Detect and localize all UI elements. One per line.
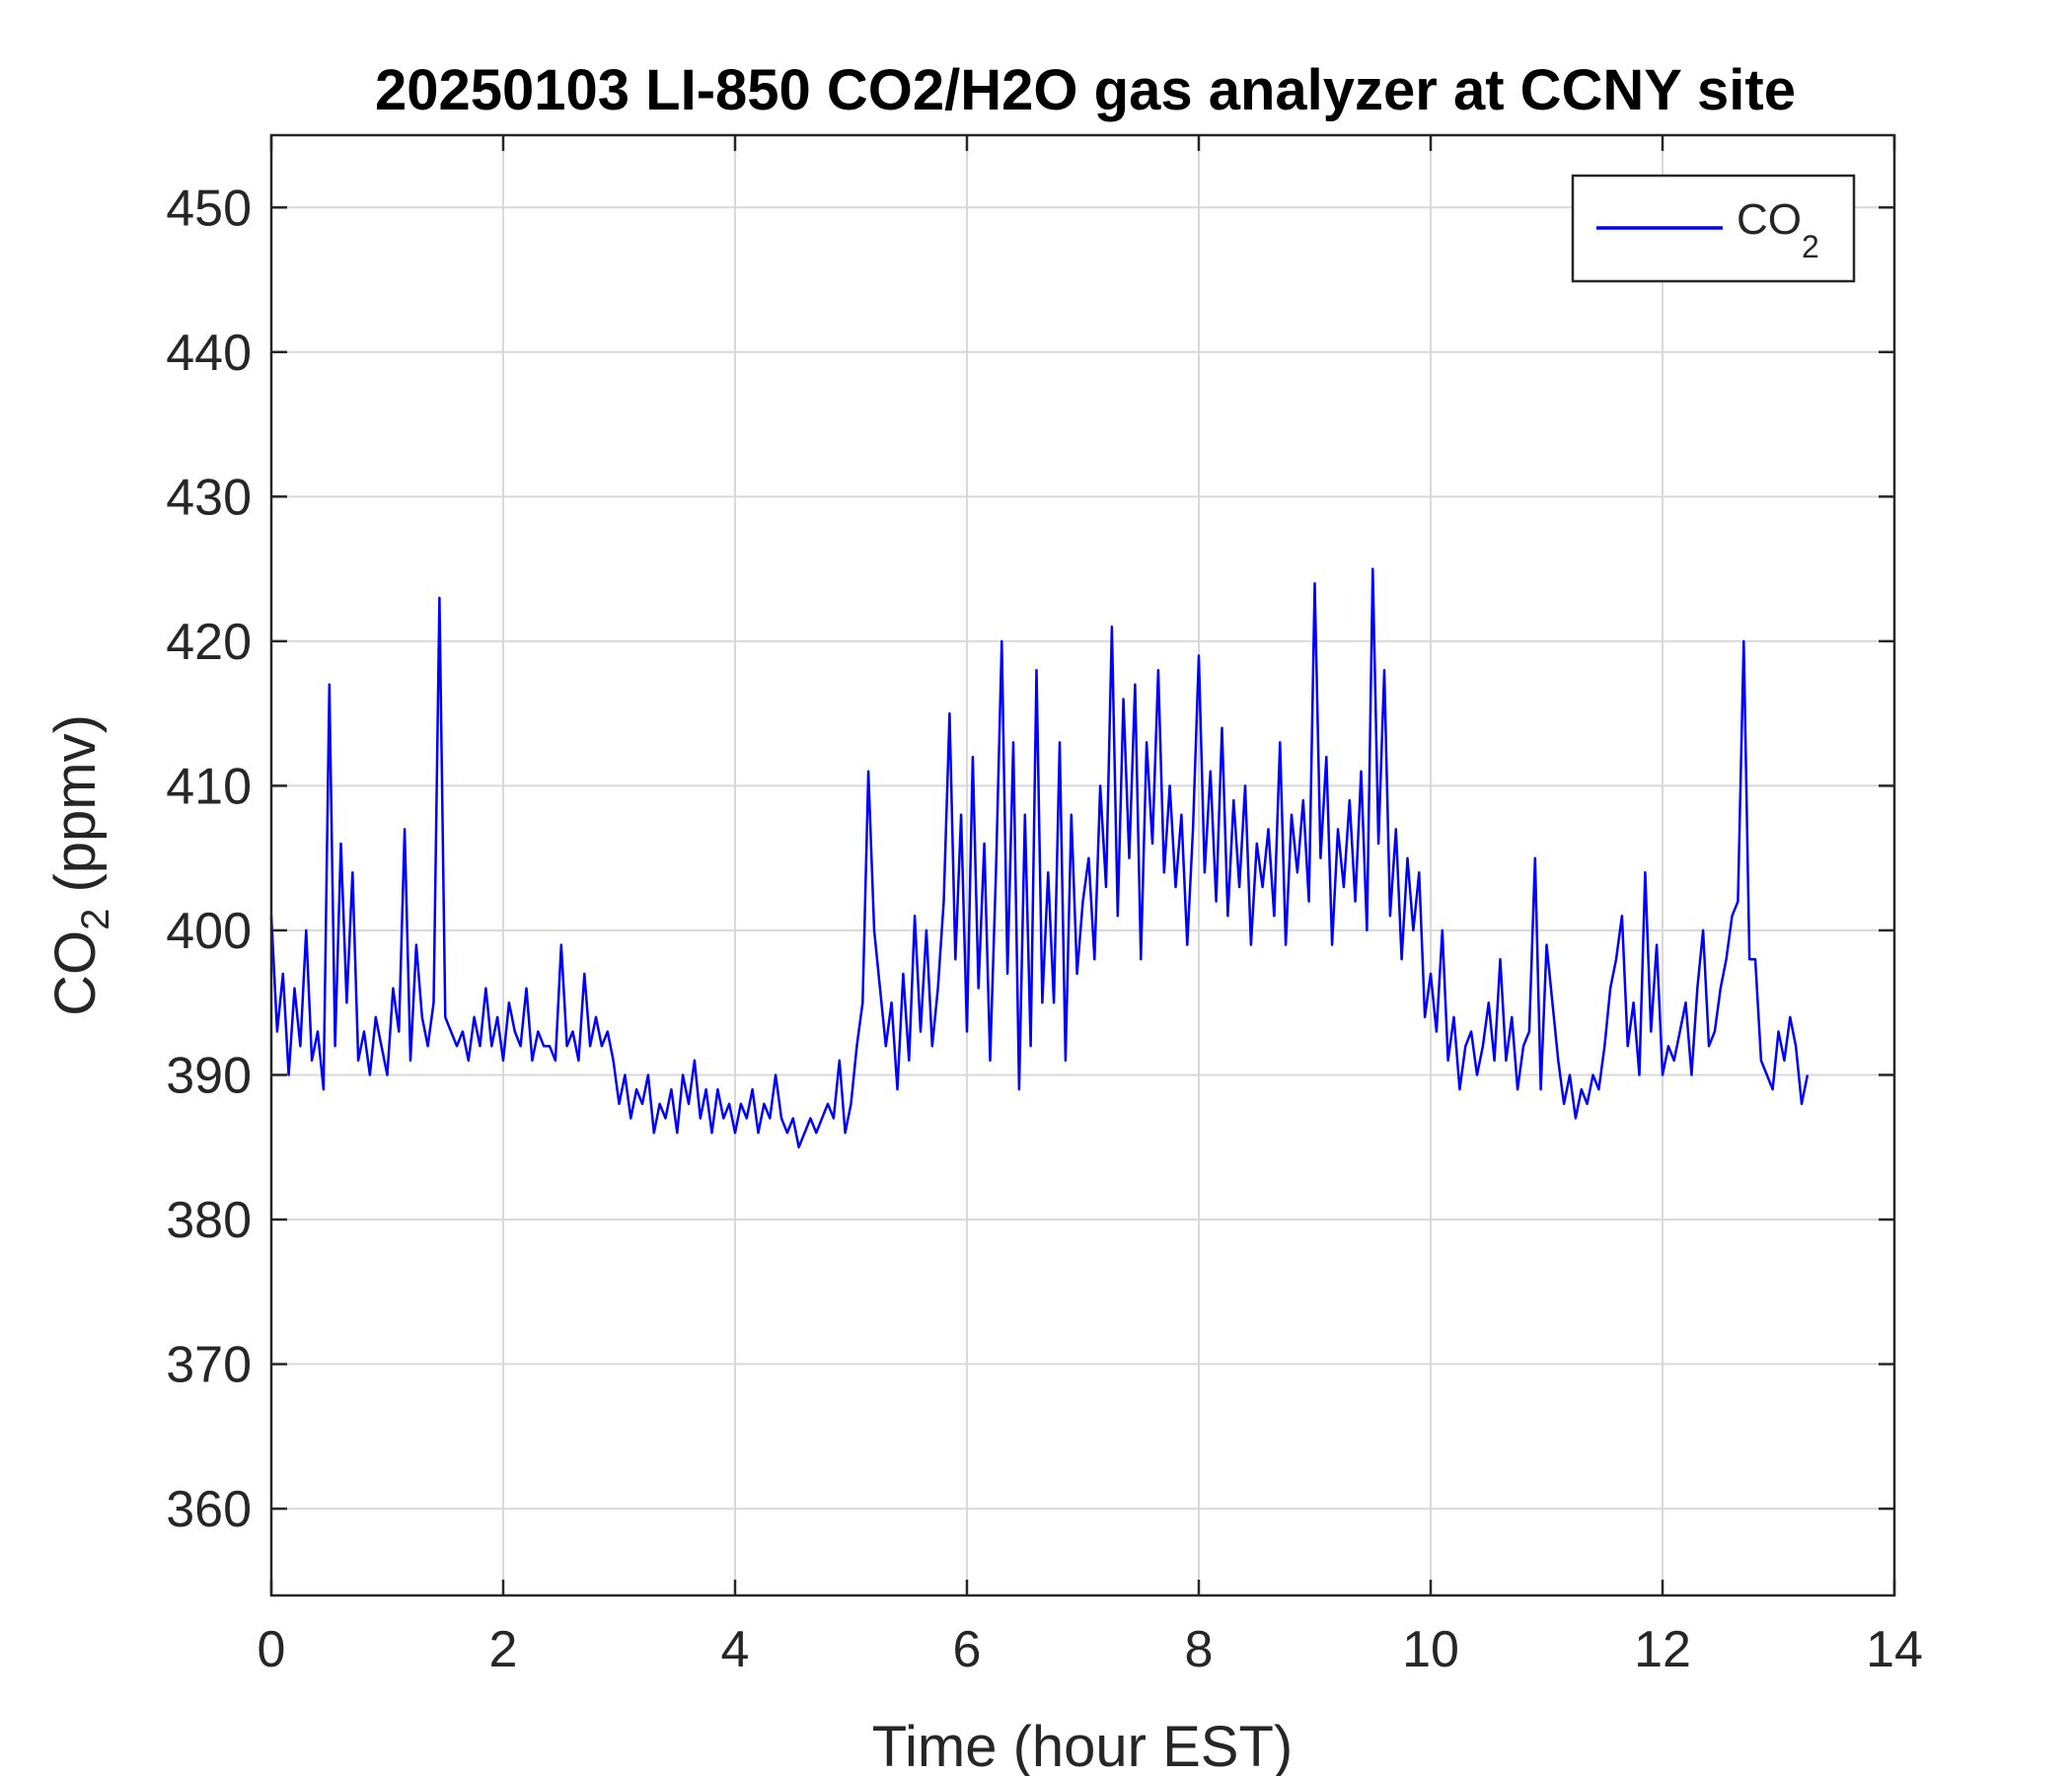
y-tick-label-440: 440 [166,325,252,382]
y-tick-label-420: 420 [166,614,252,671]
y-tick-label-370: 370 [166,1337,252,1394]
y-tick-label-380: 380 [166,1192,252,1249]
y-axis-label-suffix: (ppmv) [43,714,108,909]
legend-entry-co2: CO2 [1737,195,1819,264]
series-layer [269,567,1810,1148]
y-tick-label-390: 390 [166,1047,252,1104]
x-tick-label-4: 4 [721,1621,750,1678]
grid [271,135,1894,1595]
y-tick-label-410: 410 [166,758,252,815]
y-tick-label-430: 430 [166,469,252,526]
x-tick-label-14: 14 [1866,1621,1923,1678]
plot-area: 0 2 4 6 8 10 12 14 360 370 380 390 400 410 420 430 440 4… [166,133,1923,1678]
x-tick-label-8: 8 [1185,1621,1214,1678]
x-axis-label: Time (hour EST) [872,1715,1293,1776]
legend-entry-subscript: 2 [1802,229,1819,264]
legend: CO2 [1571,174,1856,283]
y-axis-ticks: 360 370 380 390 400 410 420 430 440 450 [166,180,1894,1538]
x-tick-label-6: 6 [953,1621,982,1678]
chart-title: 20250103 LI-850 CO2/H2O gas analyzer at … [375,58,1796,122]
axes-box [269,133,1896,1597]
legend-entry-main: CO [1737,195,1802,244]
x-axis-ticks: 0 2 4 6 8 10 12 14 [258,135,1923,1678]
series-line-co2 [269,567,1810,1148]
y-axis-label-subscript: 2 [74,909,117,930]
y-tick-label-400: 400 [166,903,252,960]
y-tick-label-450: 450 [166,180,252,237]
y-axis-label-main: CO [43,930,108,1016]
y-tick-label-360: 360 [166,1481,252,1538]
plot-background [271,135,1894,1595]
x-tick-label-2: 2 [489,1621,518,1678]
axes-frame [269,133,1896,1597]
x-tick-label-10: 10 [1402,1621,1459,1678]
x-tick-label-0: 0 [258,1621,286,1678]
y-axis-label: CO2 (ppmv) [43,714,117,1016]
x-tick-label-12: 12 [1634,1621,1691,1678]
